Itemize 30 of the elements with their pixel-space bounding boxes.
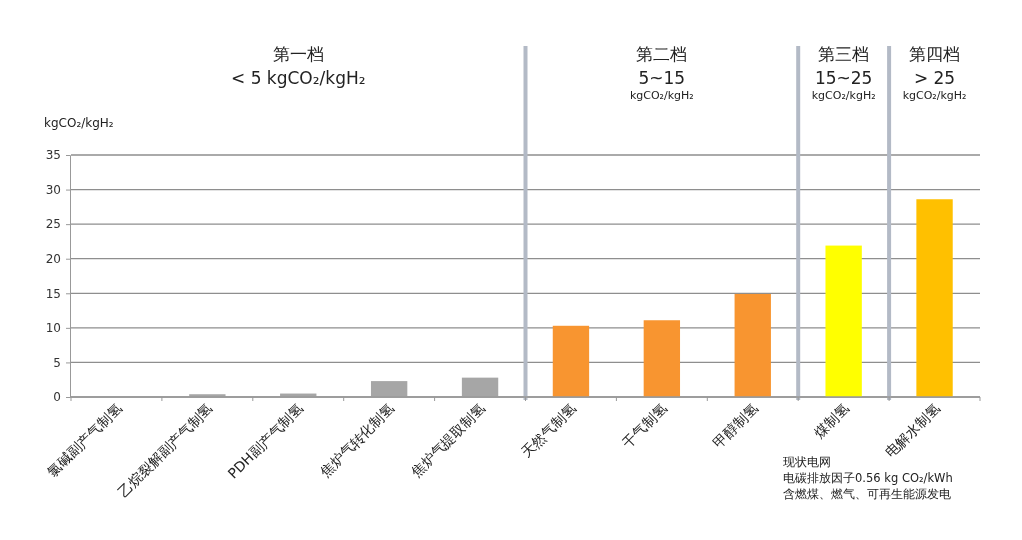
text: 第三档 15~25 kgCO₂/kgH₂ xyxy=(811,44,876,102)
text: 第四档 > 25 kgCO₂/kgH₂ xyxy=(902,44,967,102)
text: 现状电网 xyxy=(783,455,831,469)
x-tick-label: 甲醇制氢 xyxy=(709,399,761,451)
y-tick-label: 0 xyxy=(53,390,61,405)
bar xyxy=(825,245,862,397)
x-tick-label: 煤制氢 xyxy=(810,399,852,441)
x-tick-label: 焦炉气转化制氢 xyxy=(316,399,398,481)
text: 第一档 < 5 kgCO₂/kgH₂ xyxy=(230,44,366,88)
y-tick-label: 25 xyxy=(45,217,61,232)
y-tick-label: 5 xyxy=(53,355,61,370)
y-tick-label: 10 xyxy=(45,321,61,336)
bar xyxy=(552,325,590,397)
bar xyxy=(461,377,499,397)
y-tick-label: 15 xyxy=(45,286,61,301)
y-axis-title: kgCO₂/kgH₂ xyxy=(44,116,114,130)
y-tick-label: 20 xyxy=(45,252,61,267)
bar xyxy=(734,293,771,397)
text: 第二档 5~15 kgCO₂/kgH₂ xyxy=(629,44,694,102)
y-tick-label: 35 xyxy=(45,148,61,163)
bar xyxy=(916,199,953,397)
x-tick-label: 焦炉气提取制氢 xyxy=(407,399,489,481)
x-tick-label: 电解水制氢 xyxy=(881,399,943,461)
bar xyxy=(370,381,408,397)
bar xyxy=(643,320,681,397)
x-tick-label: 干气制氢 xyxy=(619,399,670,451)
text: 电碳排放因子0.56 kg CO₂/kWh xyxy=(783,471,953,485)
x-tick-label: 天然气制氢 xyxy=(518,399,580,461)
y-tick-label: 30 xyxy=(45,182,61,197)
text: 含燃煤、燃气、可再生能源发电 xyxy=(783,487,951,501)
